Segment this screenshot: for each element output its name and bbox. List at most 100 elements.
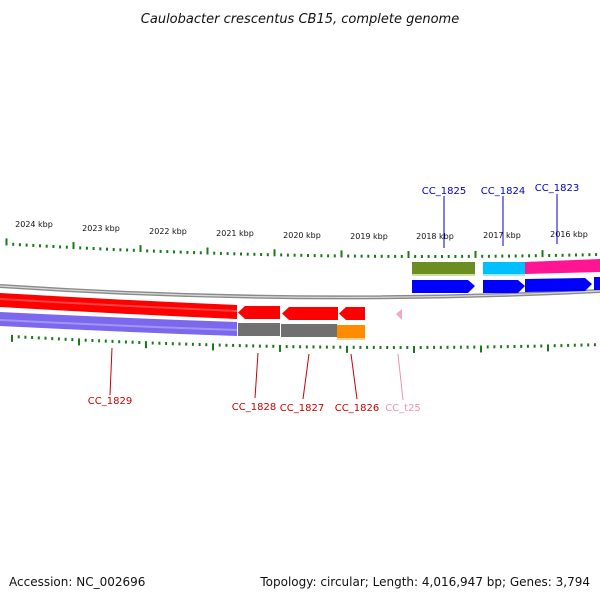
minor-tick <box>486 345 489 349</box>
minor-tick <box>98 339 101 343</box>
minor-tick <box>213 251 216 255</box>
minor-tick <box>359 345 362 349</box>
minor-tick <box>433 345 436 349</box>
gene-arrow-cc-1825[interactable] <box>412 280 475 293</box>
minor-tick <box>159 249 162 253</box>
trna-cc-t25[interactable] <box>396 309 402 320</box>
minor-tick <box>191 342 194 346</box>
gene-arrow-cc-1826[interactable] <box>339 307 365 320</box>
minor-tick <box>595 253 598 257</box>
minor-tick <box>467 254 470 258</box>
minor-tick <box>106 247 108 251</box>
major-tick <box>11 334 13 342</box>
major-tick <box>474 250 477 258</box>
minor-tick <box>533 344 536 348</box>
minor-tick <box>333 254 336 258</box>
minor-tick <box>57 337 60 341</box>
minor-tick <box>500 345 503 349</box>
minor-tick <box>293 253 296 257</box>
gene-feature[interactable] <box>281 324 337 337</box>
gene-feature-shade <box>337 338 365 340</box>
gene-feature[interactable] <box>412 262 475 274</box>
gene-feature[interactable] <box>483 262 525 274</box>
gene-label-cc-1826[interactable]: CC_1826 <box>335 403 379 414</box>
minor-tick <box>514 254 517 258</box>
minor-tick <box>205 343 208 347</box>
minor-tick <box>446 345 449 349</box>
major-tick <box>541 250 544 258</box>
minor-tick <box>45 244 48 248</box>
minor-tick <box>226 252 229 256</box>
minor-tick <box>414 255 417 258</box>
minor-tick <box>353 254 356 258</box>
minor-tick <box>320 254 323 258</box>
minor-tick <box>232 343 235 347</box>
major-tick <box>279 344 281 352</box>
minor-tick <box>426 345 429 349</box>
gene-label-cc-1824[interactable]: CC_1824 <box>481 186 525 197</box>
gene-arrow-cc-1823[interactable] <box>525 278 592 292</box>
gene-feature[interactable] <box>0 312 237 336</box>
minor-tick <box>360 254 363 258</box>
minor-tick <box>152 249 155 253</box>
gene-label-cc-1829[interactable]: CC_1829 <box>88 396 132 407</box>
minor-tick <box>31 336 34 339</box>
minor-tick <box>240 252 242 256</box>
minor-tick <box>526 344 529 348</box>
lower-band-features <box>0 312 365 340</box>
minor-tick <box>79 246 82 250</box>
gene-label-cc-1827[interactable]: CC_1827 <box>280 403 324 414</box>
minor-tick <box>534 254 537 258</box>
backbone-highlight <box>0 285 600 299</box>
minor-tick <box>225 343 228 347</box>
kbp-label: 2023 kbp <box>82 224 120 233</box>
minor-tick <box>199 251 202 255</box>
gene-label-cc-1828[interactable]: CC_1828 <box>232 402 276 413</box>
minor-tick <box>548 254 551 257</box>
minor-tick <box>367 254 370 258</box>
minor-tick <box>386 346 389 349</box>
major-tick <box>145 341 147 349</box>
gene-arrow-cc-1827[interactable] <box>282 307 338 320</box>
gene-label-cc-t25[interactable]: CC_t25 <box>385 403 421 414</box>
minor-tick <box>394 254 397 258</box>
minor-tick <box>399 346 402 349</box>
minor-tick <box>587 343 590 347</box>
minor-tick <box>325 345 328 349</box>
minor-tick <box>567 343 570 347</box>
gene-feature[interactable] <box>337 325 365 338</box>
minor-tick <box>521 254 524 258</box>
minor-tick <box>59 245 62 249</box>
minor-tick <box>166 250 169 254</box>
minor-tick <box>245 344 248 348</box>
minor-tick <box>560 344 563 348</box>
minor-tick <box>487 254 490 258</box>
minor-tick <box>400 254 403 258</box>
gene-label-cc-1825[interactable]: CC_1825 <box>422 186 466 197</box>
minor-tick <box>146 249 149 253</box>
minor-tick <box>339 345 342 349</box>
gene-feature[interactable] <box>594 277 600 290</box>
minor-tick <box>461 254 464 258</box>
major-tick <box>72 242 75 250</box>
minor-tick <box>178 342 181 346</box>
gene-arrow-cc-1828[interactable] <box>238 306 280 319</box>
leader-line <box>350 353 358 400</box>
accession-text: Accession: NC_002696 <box>9 575 145 589</box>
tick-row-top <box>5 238 598 258</box>
minor-tick <box>374 254 376 258</box>
minor-tick <box>12 242 15 246</box>
minor-tick <box>92 247 95 250</box>
kbp-label: 2018 kbp <box>416 232 454 241</box>
major-tick <box>78 338 80 346</box>
gene-label-cc-1823[interactable]: CC_1823 <box>535 183 579 194</box>
minor-tick <box>553 344 556 348</box>
leader-lines <box>109 194 558 401</box>
minor-tick <box>299 345 302 349</box>
leader-line <box>254 352 259 399</box>
minor-tick <box>44 336 47 340</box>
gene-feature[interactable] <box>238 323 280 336</box>
gene-feature[interactable] <box>525 259 600 274</box>
gene-arrow-cc-1824[interactable] <box>483 280 525 293</box>
